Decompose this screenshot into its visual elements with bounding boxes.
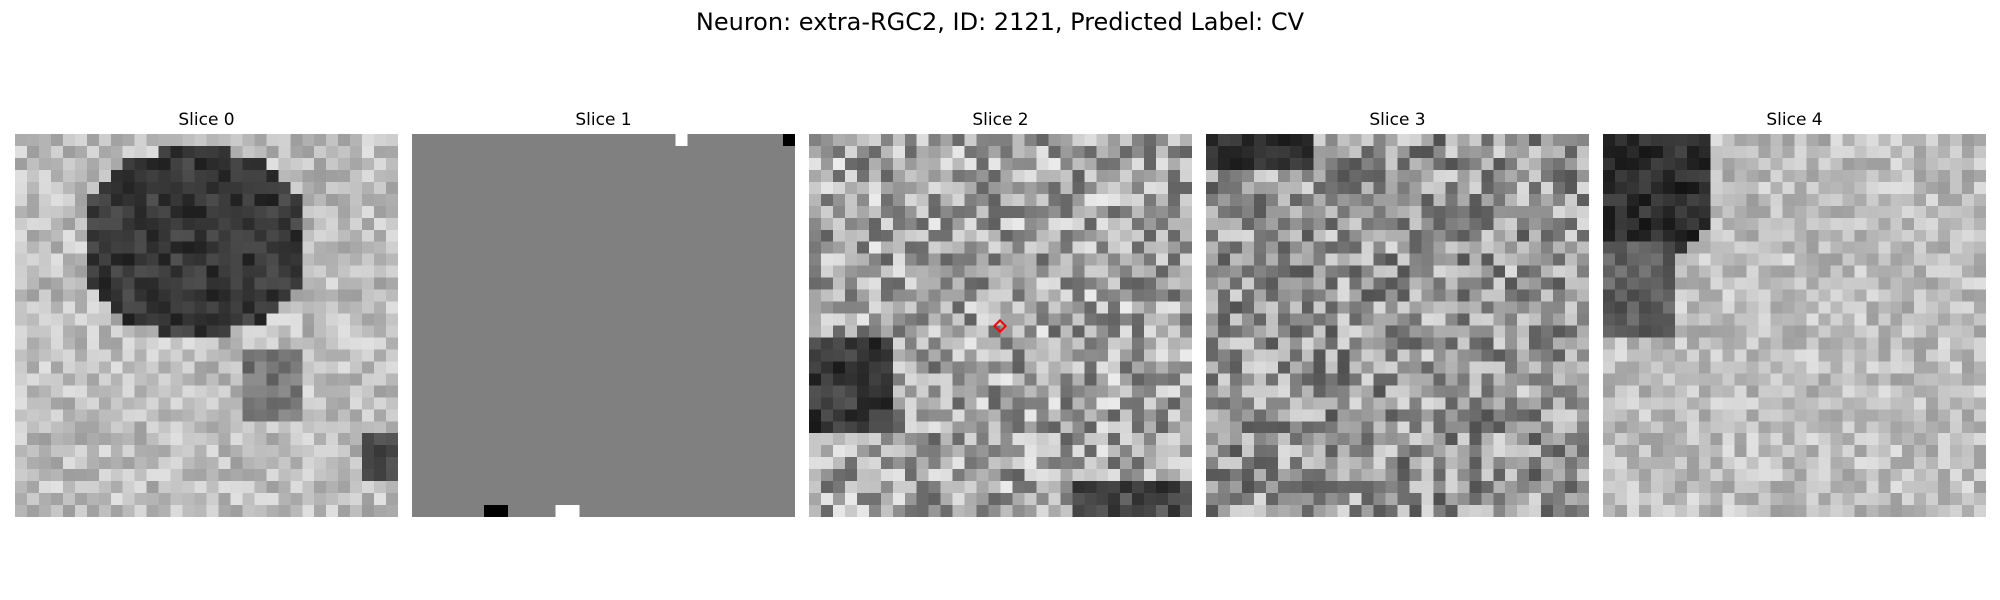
slice-panel-3: Slice 3 [1206, 110, 1589, 517]
slice-image [809, 134, 1192, 517]
figure-title: Neuron: extra-RGC2, ID: 2121, Predicted … [695, 8, 1305, 36]
slice-image [412, 134, 795, 517]
slice-image [1603, 134, 1986, 517]
slice-panel-4: Slice 4 [1603, 110, 1986, 517]
slice-title: Slice 1 [575, 110, 632, 130]
slice-title: Slice 4 [1766, 110, 1823, 130]
slice-panel-1: Slice 1 [412, 110, 795, 517]
slice-panel-2: Slice 2 [809, 110, 1192, 517]
slice-image [15, 134, 398, 517]
slice-panel-0: Slice 0 [15, 110, 398, 517]
slice-image [1206, 134, 1589, 517]
slice-title: Slice 2 [972, 110, 1029, 130]
slice-title: Slice 3 [1369, 110, 1426, 130]
slice-title: Slice 0 [178, 110, 235, 130]
